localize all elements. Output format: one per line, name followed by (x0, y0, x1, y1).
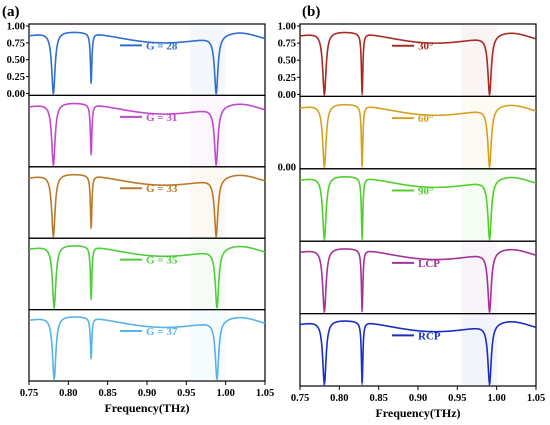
panel-label: (a) (2, 4, 20, 20)
series-line (28, 31, 266, 97)
x-tick-label: 0.80 (330, 393, 348, 404)
y-tick-label: 1.00 (7, 22, 25, 33)
x-tick-label: 1.05 (256, 388, 274, 399)
x-tick-label: 0.85 (98, 388, 116, 399)
series-line (28, 316, 266, 381)
x-tick-label: 0.75 (291, 393, 309, 404)
dip-point (488, 310, 491, 313)
panel-1: (b) 30° 60° 90° LCP RCP 0.00 0.25 0.50 0.75 1.00 0.… (278, 4, 546, 420)
dip-point (52, 235, 55, 237)
subplot-1: 60° (299, 95, 537, 170)
x-tick-label: 1.00 (216, 388, 234, 399)
series-line (299, 320, 537, 387)
dip-point (323, 166, 326, 168)
legend-entry: G = 37 (146, 326, 178, 338)
dip-point (216, 306, 218, 309)
subplot-3: LCP (299, 240, 537, 315)
legend-entry: LCP (418, 258, 440, 270)
dip-point (361, 310, 363, 313)
x-tick-label: 0.75 (20, 388, 38, 399)
dip-point (90, 227, 92, 229)
legend-entry: RCP (418, 330, 441, 342)
x-axis-title: Frequency(THz) (104, 401, 189, 415)
legend-entry: 30° (418, 41, 433, 53)
dip-point (90, 153, 92, 156)
dip-point (90, 298, 92, 301)
y-tick-label: 0.25 (7, 72, 25, 83)
x-tick-label: 0.95 (177, 388, 195, 399)
series-line (299, 31, 537, 98)
subplot-0: G = 28 (28, 23, 266, 97)
dip-point (90, 82, 92, 85)
legend-entry: 60° (418, 113, 433, 125)
subplot-4: RCP (299, 313, 537, 387)
dip-point (323, 93, 326, 96)
dip-point (361, 93, 363, 96)
series-line (299, 248, 537, 315)
dip-point (52, 92, 55, 95)
x-tick-label: 0.85 (369, 393, 387, 404)
subplot-1: G = 31 (28, 94, 266, 168)
y-tick-label: 0.50 (7, 55, 25, 66)
dip-point (323, 238, 326, 240)
x-tick-label: 1.00 (487, 393, 505, 404)
dip-point (215, 235, 218, 237)
shading-band (190, 167, 226, 238)
x-tick-label: 1.05 (527, 393, 545, 404)
x-tick-label: 0.90 (138, 388, 156, 399)
y-tick-label: 0.50 (278, 56, 296, 67)
subplot-0: 30° (299, 23, 537, 98)
shading-band (190, 310, 226, 380)
dip-point (53, 378, 55, 380)
dip-point (488, 93, 491, 96)
subplot-2: G = 33 (28, 166, 266, 239)
legend-entry: G = 31 (146, 112, 177, 124)
legend-entry: G = 28 (146, 40, 178, 52)
series-line (28, 173, 266, 239)
panel-0: (a) G = 28 G = 31 G = 33 G = 35 G = 37 0.00 0.2… (2, 4, 274, 415)
x-tick-label: 0.95 (448, 393, 466, 404)
x-tick-label: 0.90 (409, 393, 427, 404)
dip-point (215, 92, 218, 95)
y-tick-label: 0.00 (278, 90, 296, 101)
y-tick-label: 0.75 (278, 39, 296, 50)
dip-point (90, 357, 92, 360)
legend-entry: 90° (418, 186, 433, 198)
dip-point (215, 164, 218, 166)
series-line (28, 102, 266, 168)
dip-point (323, 383, 326, 385)
shading-band (190, 239, 226, 309)
dip-point (488, 383, 491, 385)
y-tick-label: 1.00 (278, 22, 296, 33)
series-line (299, 103, 537, 170)
panel-label: (b) (302, 4, 320, 20)
legend-entry: G = 35 (146, 255, 178, 267)
series-line (28, 245, 266, 310)
dip-point (361, 383, 363, 385)
legend-entry: G = 33 (146, 183, 178, 195)
x-axis-title: Frequency(THz) (375, 406, 460, 420)
dip-point (323, 310, 326, 313)
dip-point (488, 166, 491, 168)
y-tick-label: 0.25 (278, 73, 296, 84)
x-tick-label: 0.80 (59, 388, 77, 399)
subplot-2: 90° (299, 168, 537, 242)
dip-point (52, 164, 55, 166)
y-tick-label: 0.00 (278, 162, 296, 173)
shading-band (190, 25, 226, 95)
dip-point (361, 166, 363, 168)
y-tick-label: 0.75 (7, 38, 25, 49)
subplot-3: G = 35 (28, 237, 266, 311)
series-line (299, 176, 537, 242)
shading-band (190, 96, 226, 166)
dip-point (361, 238, 363, 240)
dip-point (53, 306, 55, 309)
subplot-4: G = 37 (28, 309, 266, 382)
y-tick-label: 0.00 (7, 89, 25, 100)
dip-point (488, 238, 491, 240)
dip-point (216, 378, 218, 380)
